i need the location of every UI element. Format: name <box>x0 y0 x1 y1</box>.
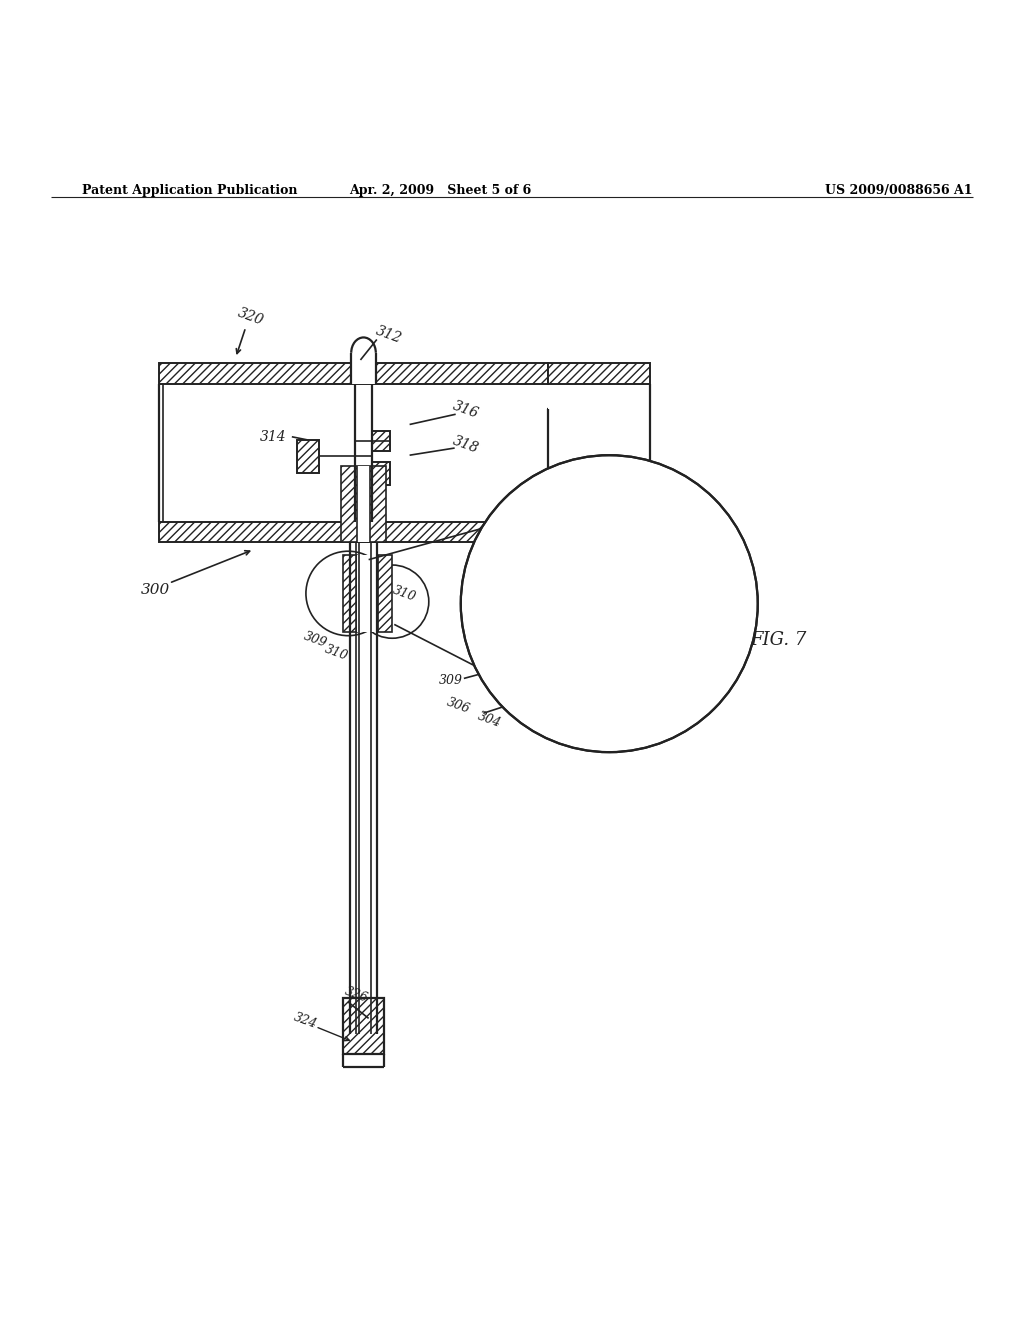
Bar <box>159 521 548 543</box>
Text: 309: 309 <box>302 630 329 649</box>
Bar <box>584 480 635 706</box>
Text: US 2009/0088656 A1: US 2009/0088656 A1 <box>825 183 973 197</box>
Bar <box>548 363 650 384</box>
Bar <box>351 358 376 384</box>
Bar <box>343 998 384 1055</box>
Text: 312: 312 <box>374 323 404 346</box>
Text: 309: 309 <box>438 675 463 686</box>
Bar <box>351 521 376 543</box>
Bar <box>159 363 548 384</box>
Text: 310: 310 <box>391 583 418 603</box>
Bar <box>548 521 650 543</box>
Text: 306: 306 <box>445 696 472 717</box>
Bar <box>372 430 390 451</box>
Text: 300: 300 <box>141 583 170 598</box>
Text: Apr. 2, 2009   Sheet 5 of 6: Apr. 2, 2009 Sheet 5 of 6 <box>349 183 531 197</box>
Text: FIG. 7: FIG. 7 <box>750 631 807 648</box>
Bar <box>341 466 386 543</box>
Text: 314: 314 <box>260 430 287 444</box>
Bar <box>378 554 392 632</box>
Text: 318: 318 <box>451 434 481 457</box>
Bar <box>357 466 370 543</box>
Text: 304: 304 <box>476 709 503 730</box>
Text: 316: 316 <box>451 399 481 421</box>
Bar <box>635 480 671 706</box>
Bar <box>548 480 584 706</box>
Bar <box>343 554 357 632</box>
Bar <box>297 440 319 473</box>
Text: 320: 320 <box>236 306 266 329</box>
Text: 306: 306 <box>509 701 536 722</box>
Text: Patent Application Publication: Patent Application Publication <box>82 183 297 197</box>
Bar <box>372 462 390 484</box>
Text: 326: 326 <box>343 985 370 1005</box>
Text: 310: 310 <box>323 643 349 663</box>
Circle shape <box>461 455 758 752</box>
Bar <box>357 554 378 632</box>
Text: 324: 324 <box>292 1010 318 1031</box>
Text: 310: 310 <box>642 630 669 649</box>
